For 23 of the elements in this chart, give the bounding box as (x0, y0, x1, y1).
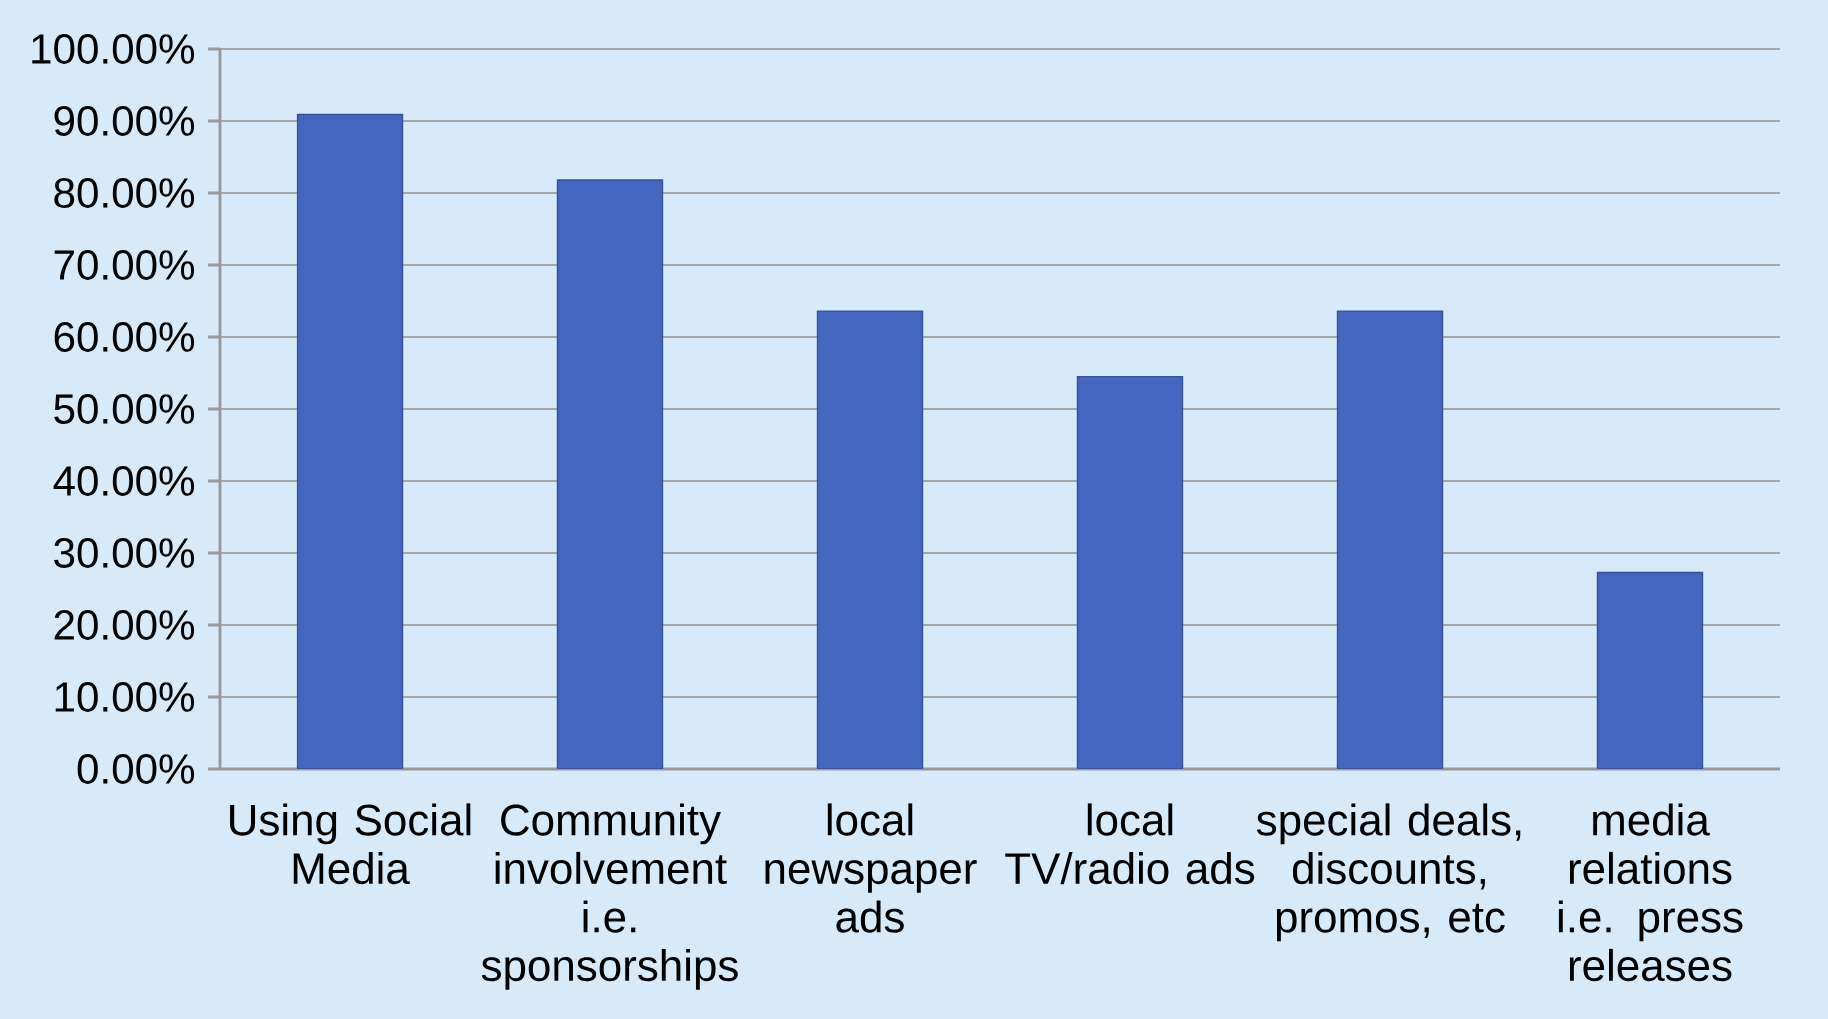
bar (816, 310, 924, 769)
y-tick-label: 50.00% (54, 394, 195, 424)
y-tick-label: 10.00% (55, 682, 195, 712)
x-tick-label: Using Social Media (230, 803, 471, 885)
x-tick-label: media relations i.e. press releases (1558, 803, 1743, 982)
y-tick-label: 20.00% (54, 610, 195, 640)
y-tick-label: 70.00% (54, 250, 195, 280)
bar (1076, 375, 1184, 769)
y-tick-label: 80.00% (54, 178, 195, 208)
y-tick-label: 40.00% (53, 466, 195, 496)
y-tick-label: 0.00% (77, 754, 195, 784)
y-tick-label: 60.00% (54, 322, 195, 352)
bar (1596, 571, 1704, 769)
x-tick-label: local newspaper ads (765, 803, 977, 933)
y-tick-label: 90.00% (54, 106, 195, 136)
x-tick-label: special deals, discounts, promos, etc (1256, 803, 1521, 942)
y-tick-label: 30.00% (54, 538, 195, 568)
bar (296, 113, 404, 769)
x-tick-label: local TV/radio ads (1005, 803, 1255, 885)
y-tick-label: 100.00% (32, 34, 195, 64)
bar (1336, 310, 1444, 769)
bar (556, 179, 664, 769)
x-tick-label: Community involvement i.e. sponsorships (481, 803, 738, 990)
